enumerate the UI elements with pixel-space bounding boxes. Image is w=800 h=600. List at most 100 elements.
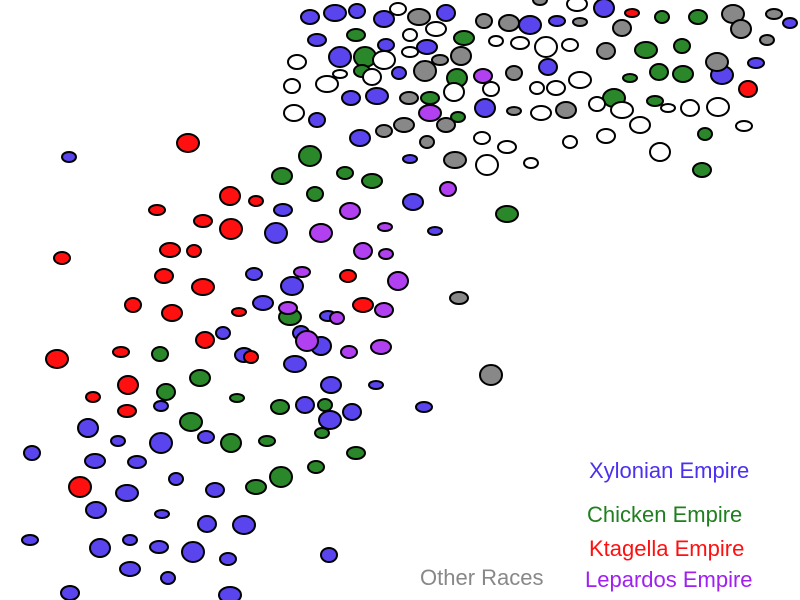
star-system[interactable] [673,38,691,54]
star-system[interactable] [85,501,107,519]
star-system[interactable] [506,106,522,116]
star-system[interactable] [555,101,577,119]
star-system[interactable] [219,218,243,240]
star-system[interactable] [473,131,491,145]
star-system[interactable] [293,266,311,278]
star-system[interactable] [706,97,730,117]
star-system[interactable] [245,479,267,495]
star-system[interactable] [215,326,231,340]
star-system[interactable] [264,222,288,244]
star-system[interactable] [89,538,111,558]
star-system[interactable] [759,34,775,46]
star-system[interactable] [352,297,374,313]
star-system[interactable] [153,400,169,412]
star-system[interactable] [195,331,215,349]
star-system[interactable] [420,91,440,105]
star-system[interactable] [307,460,325,474]
star-system[interactable] [596,128,616,144]
star-system[interactable] [401,46,419,58]
star-system[interactable] [399,91,419,105]
star-system[interactable] [588,96,606,112]
star-system[interactable] [475,13,493,29]
star-system[interactable] [692,162,712,178]
star-system[interactable] [473,68,493,84]
star-system[interactable] [372,50,396,70]
star-system[interactable] [538,58,558,76]
star-system[interactable] [738,80,758,98]
star-system[interactable] [782,17,798,29]
star-system[interactable] [596,42,616,60]
star-system[interactable] [431,54,449,66]
star-system[interactable] [418,104,442,122]
star-system[interactable] [391,66,407,80]
star-system[interactable] [159,242,181,258]
star-system[interactable] [117,404,137,418]
star-system[interactable] [349,129,371,147]
star-system[interactable] [197,515,217,533]
star-system[interactable] [497,140,517,154]
star-system[interactable] [336,166,354,180]
star-system[interactable] [273,203,293,217]
star-system[interactable] [151,346,169,362]
star-system[interactable] [122,534,138,546]
star-system[interactable] [353,242,373,260]
star-system[interactable] [342,403,362,421]
star-system[interactable] [475,154,499,176]
star-system[interactable] [488,35,504,47]
star-system[interactable] [368,380,384,390]
star-system[interactable] [258,435,276,447]
star-system[interactable] [341,90,361,106]
star-system[interactable] [218,586,242,600]
star-system[interactable] [160,571,176,585]
star-system[interactable] [229,393,245,403]
star-system[interactable] [365,87,389,105]
star-system[interactable] [317,398,333,412]
star-system[interactable] [61,151,77,163]
star-system[interactable] [688,9,708,25]
star-system[interactable] [361,173,383,189]
star-system[interactable] [329,311,345,325]
star-system[interactable] [532,0,548,6]
star-system[interactable] [495,205,519,223]
star-system[interactable] [181,541,205,563]
star-system[interactable] [402,193,424,211]
star-system[interactable] [231,307,247,317]
star-system[interactable] [84,453,106,469]
star-system[interactable] [498,14,520,32]
star-system[interactable] [402,154,418,164]
star-system[interactable] [346,446,366,460]
star-system[interactable] [649,142,671,162]
star-system[interactable] [149,432,173,454]
star-system[interactable] [148,204,166,216]
star-system[interactable] [307,33,327,47]
star-system[interactable] [443,82,465,102]
star-system[interactable] [654,10,670,24]
star-system[interactable] [189,369,211,387]
star-system[interactable] [402,28,418,42]
star-system[interactable] [449,291,469,305]
star-system[interactable] [697,127,713,141]
star-system[interactable] [373,10,395,28]
star-system[interactable] [300,9,320,25]
star-system[interactable] [323,4,347,22]
star-system[interactable] [387,271,409,291]
star-system[interactable] [450,46,472,66]
star-system[interactable] [115,484,139,502]
star-system[interactable] [439,181,457,197]
star-system[interactable] [348,3,366,19]
star-system[interactable] [193,214,213,228]
star-system[interactable] [124,297,142,313]
star-system[interactable] [523,157,539,169]
star-system[interactable] [318,410,342,430]
star-system[interactable] [110,435,126,447]
star-system[interactable] [730,19,752,39]
star-system[interactable] [315,75,339,93]
star-system[interactable] [295,330,319,352]
star-system[interactable] [427,226,443,236]
star-system[interactable] [413,60,437,82]
star-system[interactable] [393,117,415,133]
star-system[interactable] [119,561,141,577]
star-system[interactable] [295,396,315,414]
star-system[interactable] [534,36,558,58]
star-system[interactable] [566,0,588,12]
